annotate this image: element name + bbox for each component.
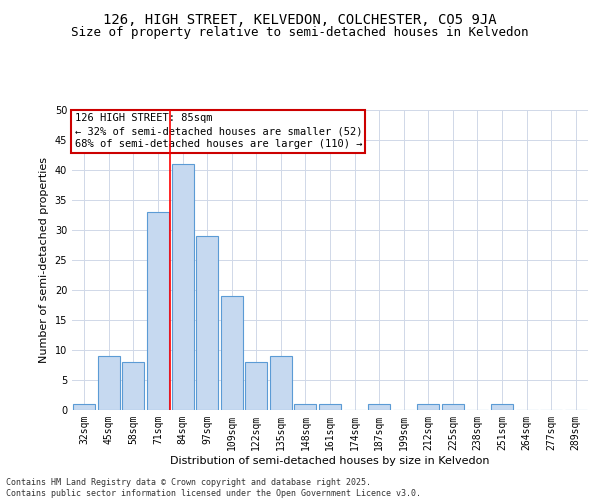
Bar [319,404,341,410]
Bar [270,356,292,410]
Bar [147,212,169,410]
Bar [172,164,194,410]
Bar [245,362,268,410]
Bar [295,404,316,410]
Bar [368,404,390,410]
Text: Size of property relative to semi-detached houses in Kelvedon: Size of property relative to semi-detach… [71,26,529,39]
Bar [442,404,464,410]
Text: 126, HIGH STREET, KELVEDON, COLCHESTER, CO5 9JA: 126, HIGH STREET, KELVEDON, COLCHESTER, … [103,12,497,26]
Bar [221,296,243,410]
Text: 126 HIGH STREET: 85sqm
← 32% of semi-detached houses are smaller (52)
68% of sem: 126 HIGH STREET: 85sqm ← 32% of semi-det… [74,113,362,150]
Bar [417,404,439,410]
X-axis label: Distribution of semi-detached houses by size in Kelvedon: Distribution of semi-detached houses by … [170,456,490,466]
Bar [491,404,513,410]
Bar [122,362,145,410]
Y-axis label: Number of semi-detached properties: Number of semi-detached properties [39,157,49,363]
Bar [196,236,218,410]
Text: Contains HM Land Registry data © Crown copyright and database right 2025.
Contai: Contains HM Land Registry data © Crown c… [6,478,421,498]
Bar [73,404,95,410]
Bar [98,356,120,410]
